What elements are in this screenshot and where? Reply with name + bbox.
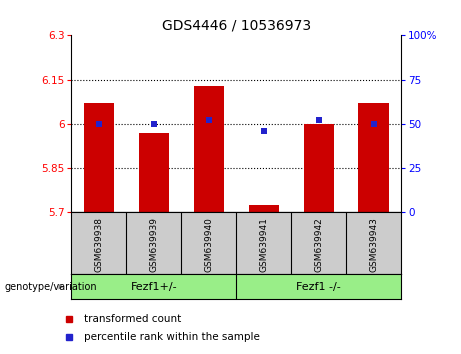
Bar xyxy=(139,133,169,212)
Bar xyxy=(194,86,224,212)
Text: Fezf1 -/-: Fezf1 -/- xyxy=(296,282,341,292)
Text: GSM639939: GSM639939 xyxy=(149,217,159,272)
Text: Fezf1+/-: Fezf1+/- xyxy=(130,282,177,292)
Title: GDS4446 / 10536973: GDS4446 / 10536973 xyxy=(162,19,311,33)
Text: GSM639940: GSM639940 xyxy=(204,217,213,272)
Text: transformed count: transformed count xyxy=(84,314,182,324)
Text: GSM639941: GSM639941 xyxy=(259,217,268,272)
Text: GSM639938: GSM639938 xyxy=(95,217,103,272)
Text: genotype/variation: genotype/variation xyxy=(5,282,97,292)
Bar xyxy=(359,103,389,212)
Bar xyxy=(84,103,114,212)
Text: percentile rank within the sample: percentile rank within the sample xyxy=(84,332,260,342)
Text: GSM639943: GSM639943 xyxy=(369,217,378,272)
Bar xyxy=(303,124,334,212)
Bar xyxy=(248,205,279,212)
Text: GSM639942: GSM639942 xyxy=(314,217,323,272)
